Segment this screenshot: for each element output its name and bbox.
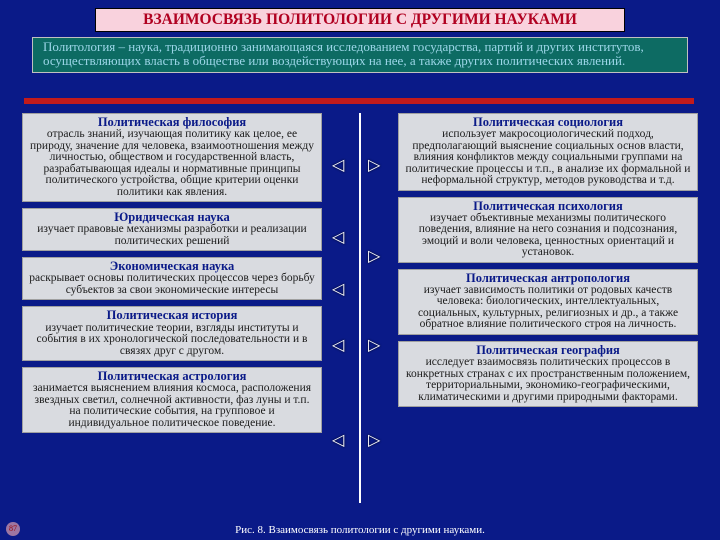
discipline-box: Политическая антропологияизучает зависим… bbox=[398, 269, 698, 335]
definition-box: Политология – наука, традиционно занимаю… bbox=[32, 37, 688, 73]
arrow-left-icon: ◁ bbox=[332, 335, 344, 355]
slide-number-badge: 87 bbox=[6, 522, 20, 536]
arrow-right-icon: ▷ bbox=[368, 246, 380, 266]
arrow-left-icon: ◁ bbox=[332, 430, 344, 450]
arrow-right-icon: ▷ bbox=[368, 335, 380, 355]
right-column: Политическая социологияиспользует макрос… bbox=[398, 113, 698, 511]
arrow-left-icon: ◁ bbox=[332, 155, 344, 175]
figure-caption: Рис. 8. Взаимосвязь политологии с другим… bbox=[0, 524, 720, 536]
arrow-left-icon: ◁ bbox=[332, 227, 344, 247]
slide-title: ВЗАИМОСВЯЗЬ ПОЛИТОЛОГИИ С ДРУГИМИ НАУКАМ… bbox=[143, 11, 577, 28]
discipline-title: Политическая антропология bbox=[405, 272, 691, 285]
discipline-box: Политическая психологияизучает объективн… bbox=[398, 197, 698, 263]
discipline-box: Политическая историяизучает политические… bbox=[22, 306, 322, 361]
definition-text: Политология – наука, традиционно занимаю… bbox=[43, 40, 677, 68]
discipline-box: Политическая социологияиспользует макрос… bbox=[398, 113, 698, 191]
slide-title-box: ВЗАИМОСВЯЗЬ ПОЛИТОЛОГИИ С ДРУГИМИ НАУКАМ… bbox=[95, 8, 625, 32]
discipline-title: Политическая психология bbox=[405, 200, 691, 213]
discipline-desc: отрасль знаний, изучающая политику как ц… bbox=[29, 129, 315, 198]
discipline-box: Политическая философияотрасль знаний, из… bbox=[22, 113, 322, 202]
arrow-left-icon: ◁ bbox=[332, 279, 344, 299]
divider-bar bbox=[24, 98, 694, 104]
left-column: Политическая философияотрасль знаний, из… bbox=[22, 113, 322, 511]
arrow-right-icon: ▷ bbox=[368, 155, 380, 175]
discipline-box: Политическая астрологиязанимается выясне… bbox=[22, 367, 322, 433]
discipline-title: Политическая история bbox=[29, 309, 315, 322]
discipline-desc: изучает политические теории, взгляды инс… bbox=[29, 323, 315, 358]
columns-container: Политическая философияотрасль знаний, из… bbox=[22, 113, 698, 511]
discipline-desc: раскрывает основы политических процессов… bbox=[29, 273, 315, 296]
discipline-desc: исследует взаимосвязь политических проце… bbox=[405, 357, 691, 403]
discipline-desc: изучает правовые механизмы разработки и … bbox=[29, 224, 315, 247]
discipline-desc: изучает объективные механизмы политическ… bbox=[405, 213, 691, 259]
discipline-box: Политическая географияисследует взаимосв… bbox=[398, 341, 698, 407]
discipline-desc: занимается выяснением влияния космоса, р… bbox=[29, 383, 315, 429]
discipline-desc: использует макросоциологический подход, … bbox=[405, 129, 691, 187]
discipline-box: Юридическая наукаизучает правовые механи… bbox=[22, 208, 322, 251]
discipline-box: Экономическая наукараскрывает основы пол… bbox=[22, 257, 322, 300]
arrow-right-icon: ▷ bbox=[368, 430, 380, 450]
discipline-desc: изучает зависимость политики от родовых … bbox=[405, 285, 691, 331]
